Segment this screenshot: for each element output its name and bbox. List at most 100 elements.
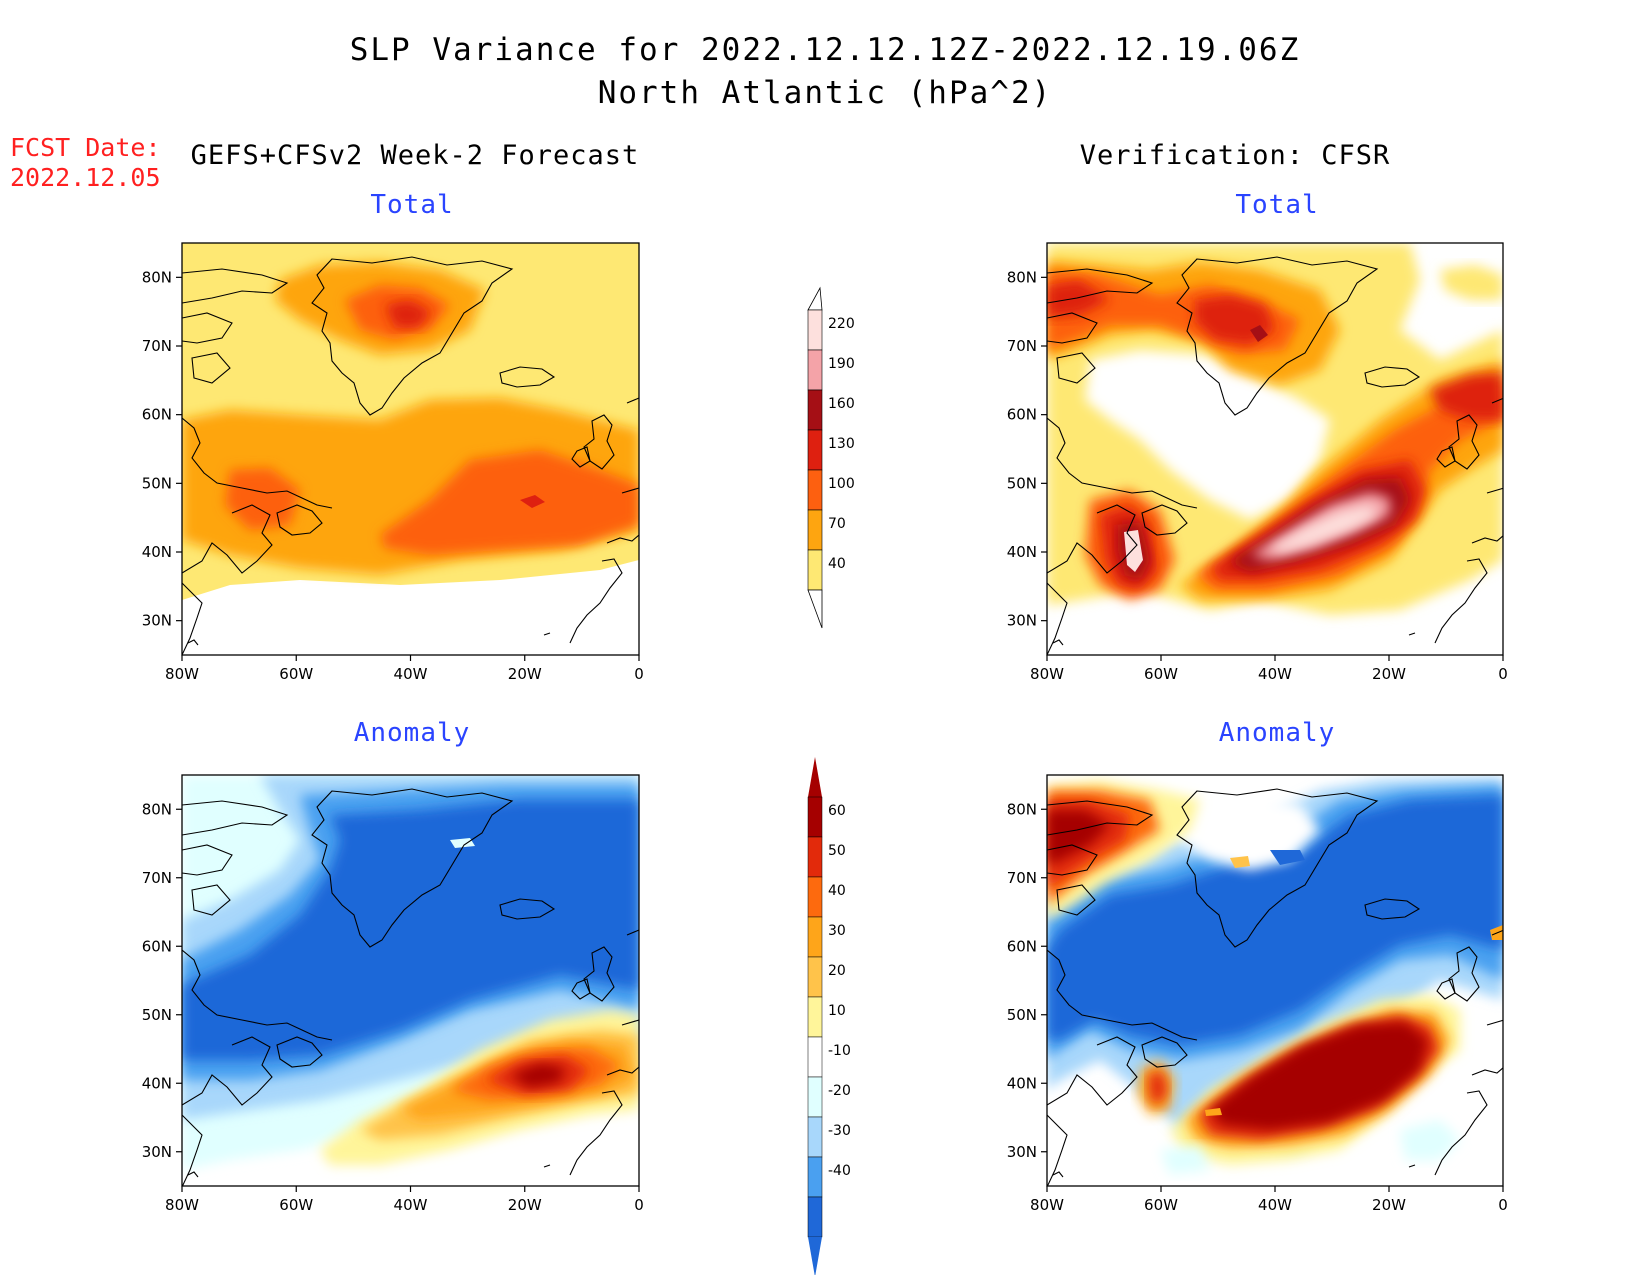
colorbar-anomaly-top-arrow [808,757,822,797]
colorbar-anomaly-label: -30 [828,1123,851,1139]
colorbar-total-label: 40 [828,556,846,572]
colorbar-total-label: 160 [828,396,855,412]
colorbar-anomaly-swatch [807,836,823,878]
ver-anom-lat-label: 30N [1007,1143,1037,1161]
fc-anom-map [182,775,639,1186]
colorbar-anomaly-swatch [807,1156,823,1198]
fc-total-lat-label: 80N [142,268,172,286]
colorbar-anomaly-label: 30 [828,923,846,939]
colorbar-anomaly: 60 50 40 30 20 10 -10 -20 -30 -40 [807,757,851,1275]
ver-anom-title: Anomaly [1218,718,1336,748]
fc-total-lat-label: 50N [142,474,172,492]
ver-anom-map [1047,775,1503,1186]
colorbar-total-swatch [807,469,823,511]
ver-total-lon-label: 20W [1372,665,1406,683]
ver-anom-lon-label: 80W [1030,1196,1064,1214]
ver-total-lat-label: 80N [1007,268,1037,286]
fcst-date: 2022.12.05 [10,163,161,192]
fc-anom-lat-label: 40N [142,1074,172,1092]
fc-total-lon-label: 20W [508,665,542,683]
ver-anom-lon-label: 40W [1258,1196,1292,1214]
ver-total-title: Total [1235,190,1319,220]
ver-total-lon-label: 0 [1498,665,1508,683]
colorbar-anomaly-swatch [807,1196,823,1238]
fc-total-lat-label: 30N [142,612,172,630]
colorbar-anomaly-swatch [807,916,823,958]
colorbar-anomaly-label: 10 [828,1003,846,1019]
colorbar-total-top-arrow [807,286,823,311]
ver-total-lon-label: 60W [1144,665,1178,683]
colorbar-total-swatch [807,309,823,351]
colorbar-anomaly-swatch [807,956,823,998]
ver-anom-lon-label: 20W [1372,1196,1406,1214]
fc-total-lon-label: 60W [279,665,313,683]
ver-total-map [1047,243,1503,655]
fc-anom-lat-label: 50N [142,1006,172,1024]
ver-anom-lon-label: 0 [1498,1196,1508,1214]
fc-total-lon-label: 80W [165,665,199,683]
colorbar-total: 220 190 160 130 100 70 40 [807,286,855,629]
ver-total-lon-label: 40W [1258,665,1292,683]
colorbar-anomaly-label: -40 [828,1163,851,1179]
ver-anom-lat-label: 50N [1007,1006,1037,1024]
ver-total-lat-label: 30N [1007,612,1037,630]
colorbar-anomaly-swatch [807,1036,823,1078]
colorbar-total-swatch [807,509,823,551]
ver-anom-lat-label: 60N [1007,937,1037,955]
colorbar-anomaly-bottom-arrow [808,1237,822,1275]
colorbar-anomaly-swatch [807,796,823,838]
ver-anom-lat-label: 40N [1007,1074,1037,1092]
colorbar-anomaly-swatch [807,996,823,1038]
colorbar-anomaly-swatch [807,1076,823,1118]
colorbar-total-swatch [807,349,823,391]
fc-anom-lon-label: 60W [279,1196,313,1214]
colorbar-anomaly-swatch [807,876,823,918]
ver-anom-lat-label: 80N [1007,800,1037,818]
fc-anom-lon-label: 20W [508,1196,542,1214]
ver-total-lat-label: 50N [1007,474,1037,492]
fc-total-map [182,243,639,655]
fc-anom-lon-label: 80W [165,1196,199,1214]
colorbar-anomaly-label: 40 [828,883,846,899]
fc-anom-lat-label: 80N [142,800,172,818]
colorbar-anomaly-swatch [807,1116,823,1158]
main-title: SLP Variance for 2022.12.12.12Z-2022.12.… [349,32,1301,68]
ver-total-lat-label: 70N [1007,337,1037,355]
colorbar-total-label: 190 [828,356,855,372]
fc-anom-lat-label: 30N [142,1143,172,1161]
colorbar-total-bottom-arrow [807,589,823,629]
fc-total-lon-label: 40W [394,665,428,683]
left-header: GEFS+CFSv2 Week-2 Forecast [190,140,640,171]
main-subtitle: North Atlantic (hPa^2) [597,75,1053,111]
colorbar-total-label: 70 [828,516,846,532]
colorbar-anomaly-label: -20 [828,1083,851,1099]
colorbar-anomaly-label: -10 [828,1043,851,1059]
colorbar-total-swatch [807,429,823,471]
ver-anom-lon-label: 60W [1144,1196,1178,1214]
colorbar-total-swatch [807,549,823,591]
ver-total-lon-label: 80W [1030,665,1064,683]
fcst-label: FCST Date: [10,133,161,162]
fc-total-title: Total [370,190,454,220]
colorbar-total-label: 100 [828,476,855,492]
fc-anom-lon-label: 40W [394,1196,428,1214]
fc-anom-lat-label: 60N [142,937,172,955]
colorbar-total-label: 220 [828,316,855,332]
axes-layer: 80W 60W 40W 20W 0 80N 70N 60N 50N 40N 30N 80W 60W 40W… [142,268,1508,1214]
ver-anom-lat-label: 70N [1007,869,1037,887]
ver-total-lat-label: 60N [1007,406,1037,424]
fc-anom-lon-label: 0 [634,1196,644,1214]
fc-total-lat-label: 60N [142,406,172,424]
colorbar-anomaly-label: 20 [828,963,846,979]
fc-total-lat-label: 70N [142,337,172,355]
right-header: Verification: CFSR [1079,140,1391,171]
fc-anom-title: Anomaly [353,718,471,748]
fc-anom-lat-label: 70N [142,869,172,887]
colorbar-anomaly-label: 60 [828,803,846,819]
fc-total-lon-label: 0 [634,665,644,683]
colorbar-total-label: 130 [828,436,855,452]
colorbar-anomaly-label: 50 [828,843,846,859]
fc-total-lat-label: 40N [142,543,172,561]
ver-total-lat-label: 40N [1007,543,1037,561]
